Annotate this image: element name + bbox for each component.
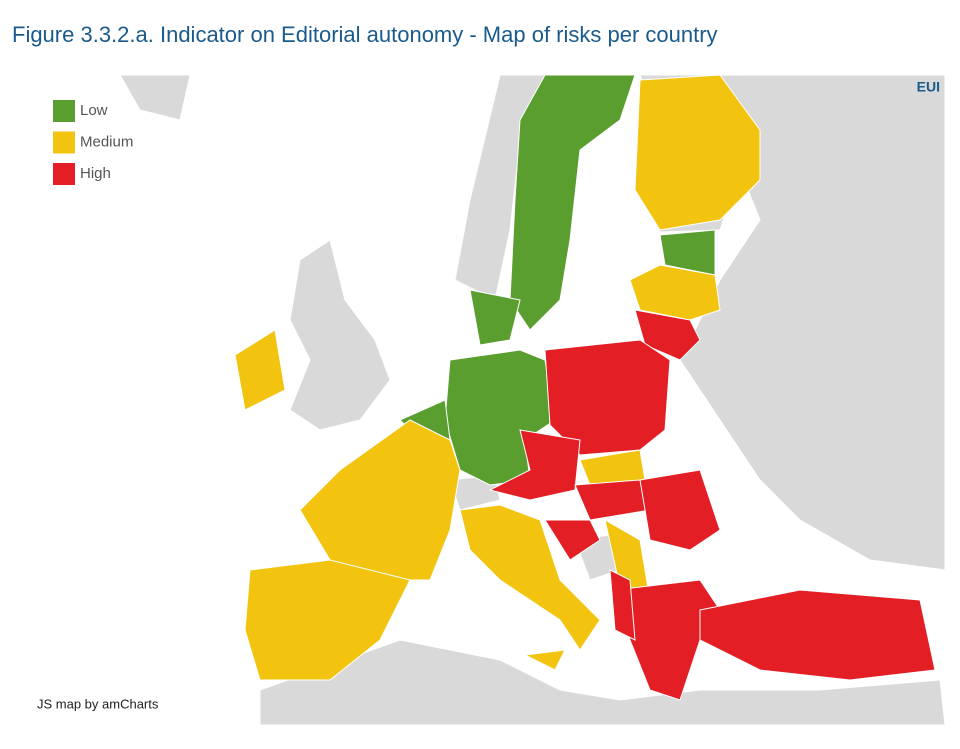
legend-label: Low xyxy=(80,102,108,119)
legend-label: High xyxy=(80,165,111,182)
legend: Low Medium High xyxy=(53,100,133,185)
legend-swatch xyxy=(53,131,75,154)
legend-swatch xyxy=(53,100,75,122)
legend-label: Medium xyxy=(80,133,133,150)
logo: EUI xyxy=(917,79,940,95)
legend-swatch xyxy=(53,163,75,185)
risk-countries xyxy=(234,74,936,701)
figure-title: Figure 3.3.2.a. Indicator on Editorial a… xyxy=(12,22,718,47)
map-credit: JS map by amCharts xyxy=(37,696,159,711)
